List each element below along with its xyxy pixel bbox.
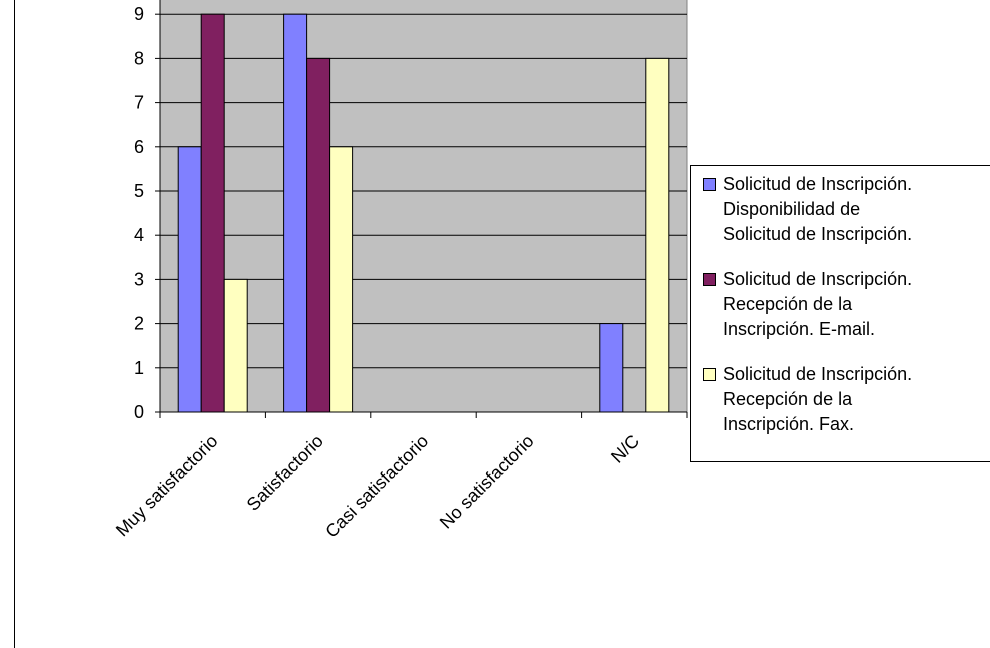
bar [306, 57, 331, 413]
y-tick-label: 4 [134, 225, 144, 245]
y-tick-label: 1 [134, 358, 144, 378]
x-tick-label: N/C [607, 431, 643, 467]
y-ticks: 0 1 2 3 4 5 6 7 8 9 [134, 4, 160, 422]
chart-frame [14, 0, 990, 648]
legend-swatch [703, 178, 716, 191]
plot-area [159, 0, 688, 413]
legend-swatch [703, 368, 716, 381]
y-tick-label: 6 [134, 137, 144, 157]
y-tick-label: 0 [134, 402, 144, 422]
x-tick-label: Satisfactorio [243, 431, 327, 515]
x-tick-label: No satisfactorio [436, 431, 538, 533]
y-tick-label: 7 [134, 93, 144, 113]
bar [645, 57, 670, 413]
bar [223, 278, 248, 413]
y-tick-label: 5 [134, 181, 144, 201]
y-tick-label: 2 [134, 314, 144, 334]
y-tick-label: 8 [134, 48, 144, 68]
legend-label: Solicitud de Inscripción. Recepción de l… [723, 364, 913, 434]
legend-swatch [703, 273, 716, 286]
y-tick-label: 9 [134, 4, 144, 24]
x-ticks [159, 412, 688, 418]
legend: Solicitud de Inscripción. Disponibilidad… [690, 165, 990, 462]
legend-label: Solicitud de Inscripción. Disponibilidad… [723, 174, 913, 244]
chart: 0 1 2 3 4 5 6 7 8 9 Muy satisfactorio Satisfactori… [112, 0, 688, 542]
bars [177, 13, 670, 413]
x-tick-label: Muy satisfactorio [112, 431, 222, 541]
legend-label: Solicitud de Inscripción. Recepción de l… [723, 269, 913, 339]
bar [200, 13, 225, 413]
bar [599, 323, 624, 413]
bar [283, 13, 308, 413]
gridlines [160, 13, 687, 369]
y-tick-label: 3 [134, 269, 144, 289]
bar [329, 146, 354, 413]
bar [177, 146, 202, 413]
x-tick-label: Casi satisfactorio [321, 431, 432, 542]
